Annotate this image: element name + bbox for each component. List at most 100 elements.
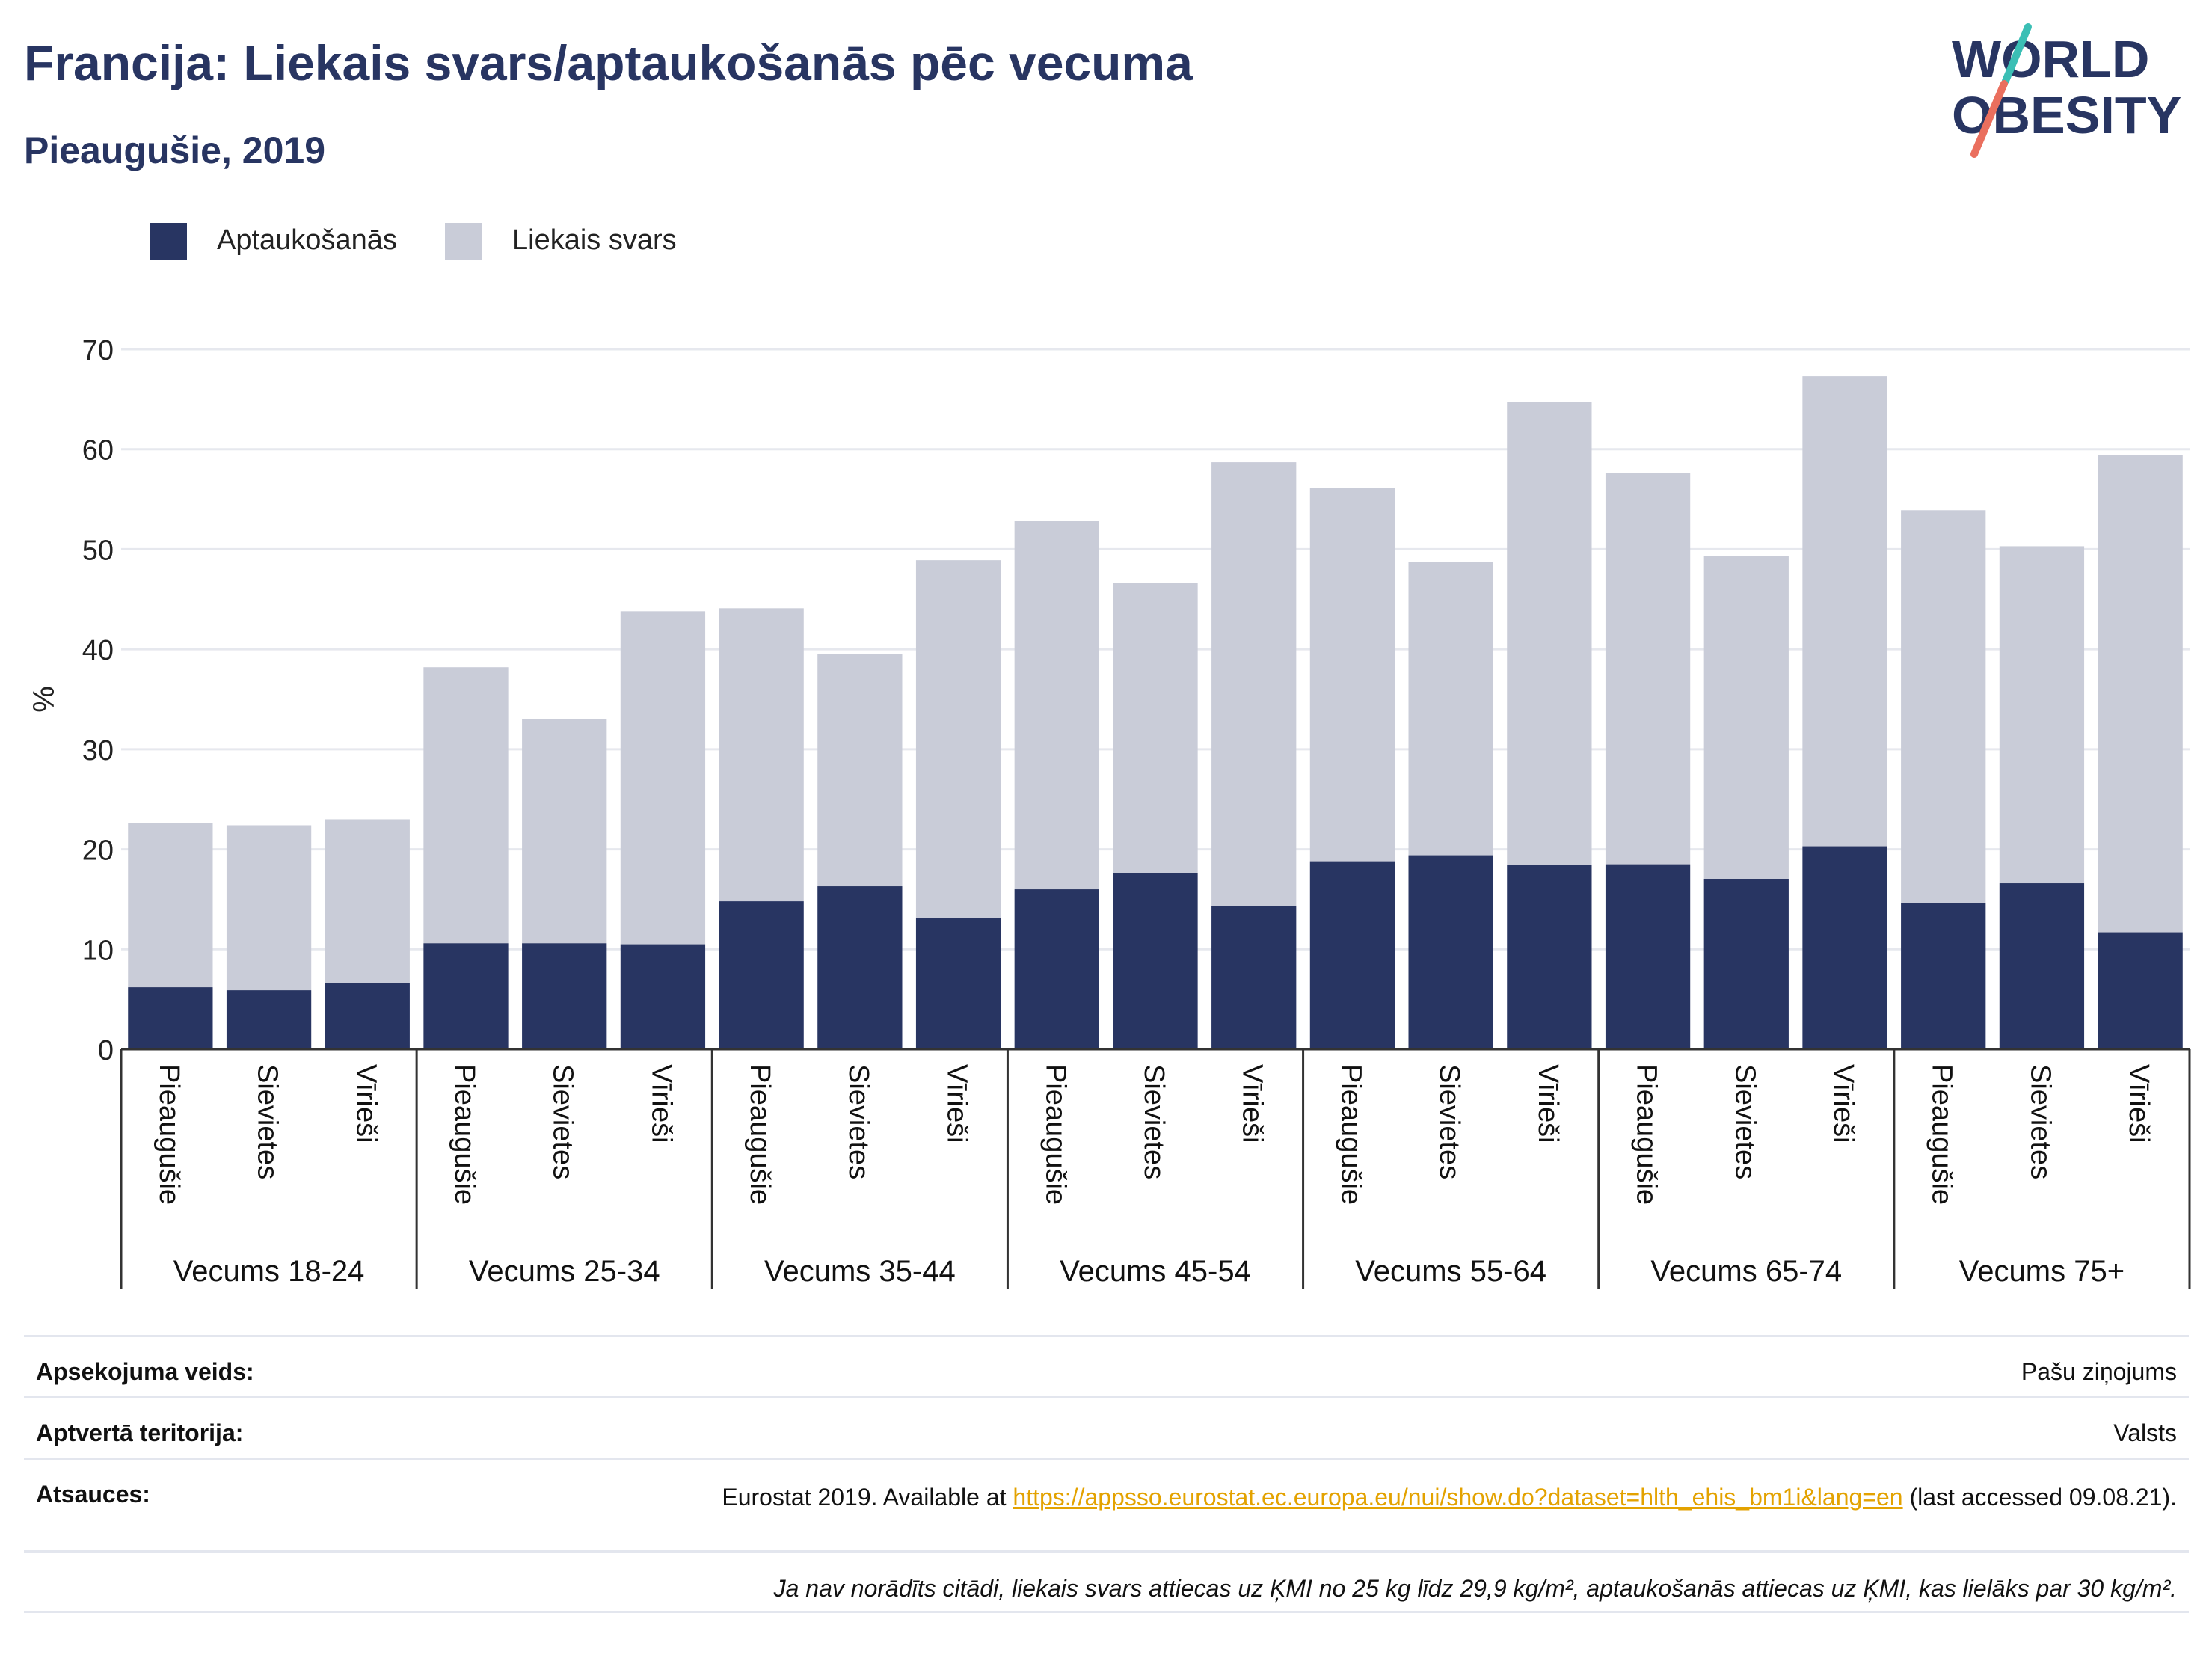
bar-obesity bbox=[1309, 861, 1395, 1049]
category-label: Pieaugušie bbox=[1039, 1064, 1071, 1205]
legend-swatch-obesity bbox=[150, 223, 187, 260]
category-label: Sievietes bbox=[547, 1064, 579, 1179]
category-label: Pieaugušie bbox=[1926, 1064, 1958, 1205]
chart-title: Francija: Liekais svars/aptaukošanās pēc… bbox=[24, 35, 1193, 90]
y-tick-label: 0 bbox=[98, 1035, 114, 1066]
bar-overweight bbox=[1999, 546, 2085, 884]
bar-overweight bbox=[2098, 455, 2183, 933]
category-label: Vīrieši bbox=[1237, 1064, 1268, 1143]
category-label: Vīrieši bbox=[1828, 1064, 1859, 1143]
category-label: Pieaugušie bbox=[449, 1064, 480, 1205]
info-table: Apsekojuma veids: Pašu ziņojums Aptvertā… bbox=[24, 1335, 2189, 1613]
info-row-survey-type: Apsekojuma veids: Pašu ziņojums bbox=[24, 1335, 2189, 1396]
bar-overweight bbox=[1901, 510, 1986, 903]
bar-obesity bbox=[1802, 846, 1887, 1049]
category-label: Sievietes bbox=[252, 1064, 283, 1179]
logo-slash-salmon bbox=[1970, 80, 2008, 158]
info-row-coverage: Aptvertā teritorija: Valsts bbox=[24, 1396, 2189, 1458]
bar-obesity bbox=[1211, 906, 1297, 1049]
sources-value: Eurostat 2019. Available at https://apps… bbox=[457, 1481, 2177, 1514]
bar-obesity bbox=[128, 987, 213, 1049]
bar-overweight bbox=[522, 719, 607, 944]
logo-line1: WORLD bbox=[1952, 30, 2149, 88]
group-label: Vecums 35-44 bbox=[764, 1255, 956, 1288]
sources-label: Atsauces: bbox=[36, 1481, 150, 1508]
y-tick-label: 20 bbox=[82, 835, 114, 867]
group-label: Vecums 25-34 bbox=[469, 1255, 660, 1288]
bar-obesity bbox=[226, 990, 312, 1049]
bar-overweight bbox=[128, 823, 213, 988]
bar-overweight bbox=[1507, 402, 1592, 865]
bar-overweight bbox=[423, 667, 509, 944]
bar-overweight bbox=[226, 825, 312, 991]
bar-overweight bbox=[915, 560, 1001, 918]
bar-obesity bbox=[817, 886, 903, 1049]
group-label: Vecums 18-24 bbox=[173, 1255, 365, 1288]
category-label: Vīrieši bbox=[350, 1064, 381, 1143]
bar-obesity bbox=[1901, 903, 1986, 1049]
bar-obesity bbox=[1605, 864, 1691, 1049]
category-label: Pieaugušie bbox=[1335, 1064, 1366, 1205]
category-label: Sievietes bbox=[2024, 1064, 2056, 1179]
info-row-sources: Atsauces: Eurostat 2019. Available at ht… bbox=[24, 1458, 2189, 1550]
logo-slash-teal bbox=[2002, 23, 2032, 85]
sources-prefix: Eurostat 2019. Available at bbox=[722, 1484, 1013, 1511]
category-label: Vīrieši bbox=[645, 1064, 677, 1143]
legend-swatch-overweight bbox=[445, 223, 482, 260]
y-tick-label: 70 bbox=[82, 335, 114, 366]
definition-note: Ja nav norādīts citādi, liekais svars at… bbox=[773, 1575, 2177, 1602]
y-tick-label: 50 bbox=[82, 535, 114, 566]
bar-obesity bbox=[423, 943, 509, 1049]
group-label: Vecums 75+ bbox=[1959, 1255, 2125, 1288]
bar-obesity bbox=[719, 901, 804, 1049]
bar-overweight bbox=[817, 654, 903, 887]
bar-obesity bbox=[1014, 889, 1099, 1049]
y-tick-label: 10 bbox=[82, 935, 114, 966]
bar-overweight bbox=[1211, 462, 1297, 906]
category-label: Pieaugušie bbox=[1631, 1064, 1662, 1205]
bar-overweight bbox=[325, 819, 410, 983]
bar-obesity bbox=[325, 983, 410, 1049]
sources-link[interactable]: https://appsso.eurostat.ec.europa.eu/nui… bbox=[1013, 1484, 1903, 1511]
bar-obesity bbox=[915, 918, 1001, 1049]
bar-obesity bbox=[522, 943, 607, 1049]
bar-obesity bbox=[1703, 879, 1789, 1049]
survey-type-label: Apsekojuma veids: bbox=[36, 1358, 254, 1385]
bar-overweight bbox=[1014, 521, 1099, 890]
bar-obesity bbox=[1113, 873, 1198, 1049]
y-tick-label: 40 bbox=[82, 635, 114, 666]
category-label: Sievietes bbox=[1138, 1064, 1170, 1179]
bar-overweight bbox=[1408, 562, 1493, 856]
bar-overweight bbox=[719, 608, 804, 902]
y-axis-label: % bbox=[28, 686, 61, 713]
sources-suffix: (last accessed 09.08.21). bbox=[1902, 1484, 2177, 1511]
survey-type-value: Pašu ziņojums bbox=[2021, 1358, 2177, 1385]
group-label: Vecums 55-64 bbox=[1355, 1255, 1546, 1288]
y-tick-label: 60 bbox=[82, 435, 114, 467]
category-label: Pieaugušie bbox=[153, 1064, 185, 1205]
category-label: Sievietes bbox=[1729, 1064, 1760, 1179]
bar-obesity bbox=[1999, 883, 2085, 1049]
bar-overweight bbox=[1605, 473, 1691, 865]
bar-overweight bbox=[1703, 556, 1789, 879]
y-tick-label: 30 bbox=[82, 735, 114, 767]
coverage-label: Aptvertā teritorija: bbox=[36, 1419, 244, 1446]
category-label: Sievietes bbox=[1434, 1064, 1465, 1179]
legend-label-overweight: Liekais svars bbox=[512, 224, 677, 256]
world-obesity-logo: WORLD OBESITY bbox=[1952, 23, 2181, 158]
group-label: Vecums 45-54 bbox=[1060, 1255, 1251, 1288]
category-label: Vīrieši bbox=[941, 1064, 973, 1143]
category-label: Vīrieši bbox=[1532, 1064, 1564, 1143]
category-label: Vīrieši bbox=[2123, 1064, 2154, 1143]
coverage-value: Valsts bbox=[2113, 1419, 2177, 1446]
bar-overweight bbox=[1113, 583, 1198, 873]
bar-obesity bbox=[620, 944, 706, 1049]
logo-line2: OBESITY bbox=[1952, 86, 2181, 144]
bar-overweight bbox=[620, 611, 706, 945]
category-label: Pieaugušie bbox=[744, 1064, 775, 1205]
info-row-note: Ja nav norādīts citādi, liekais svars at… bbox=[24, 1550, 2189, 1613]
bar-obesity bbox=[1408, 855, 1493, 1049]
bar-obesity bbox=[1507, 865, 1592, 1049]
category-label: Sievietes bbox=[843, 1064, 874, 1179]
stacked-bar-chart: 0 10 20 30 40 50 60 70% Pieaugušie Sievietes Vīrie… bbox=[28, 335, 2191, 1289]
